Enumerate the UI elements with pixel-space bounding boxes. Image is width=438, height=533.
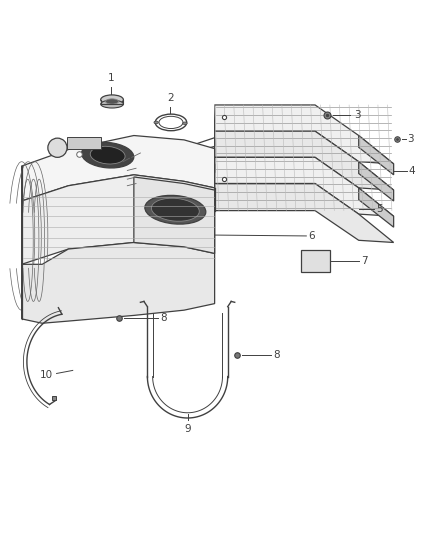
- Polygon shape: [215, 157, 394, 216]
- Text: 5: 5: [376, 204, 383, 214]
- Ellipse shape: [101, 95, 124, 104]
- Polygon shape: [215, 131, 394, 190]
- Text: 9: 9: [184, 424, 191, 434]
- Polygon shape: [215, 105, 394, 164]
- Ellipse shape: [106, 99, 119, 104]
- Text: 6: 6: [308, 231, 315, 241]
- Text: 7: 7: [361, 256, 367, 266]
- Text: 10: 10: [40, 370, 53, 380]
- Polygon shape: [134, 177, 215, 253]
- Text: 1: 1: [108, 73, 114, 83]
- Text: 8: 8: [274, 350, 280, 360]
- Polygon shape: [359, 135, 394, 175]
- Polygon shape: [21, 175, 215, 264]
- Polygon shape: [21, 135, 215, 201]
- Polygon shape: [359, 188, 394, 227]
- Ellipse shape: [101, 100, 124, 108]
- Polygon shape: [359, 161, 394, 201]
- FancyBboxPatch shape: [67, 138, 101, 149]
- Ellipse shape: [145, 196, 206, 224]
- Polygon shape: [215, 183, 394, 243]
- Polygon shape: [21, 243, 215, 323]
- Ellipse shape: [183, 122, 187, 125]
- Circle shape: [48, 138, 67, 157]
- Text: 3: 3: [354, 110, 361, 119]
- Text: 4: 4: [409, 166, 415, 176]
- Ellipse shape: [81, 142, 134, 168]
- Text: 2: 2: [167, 93, 173, 103]
- Ellipse shape: [90, 147, 125, 164]
- FancyBboxPatch shape: [300, 250, 330, 272]
- Ellipse shape: [154, 121, 158, 124]
- Text: 3: 3: [408, 134, 414, 144]
- Ellipse shape: [152, 198, 199, 221]
- Text: 8: 8: [160, 313, 167, 323]
